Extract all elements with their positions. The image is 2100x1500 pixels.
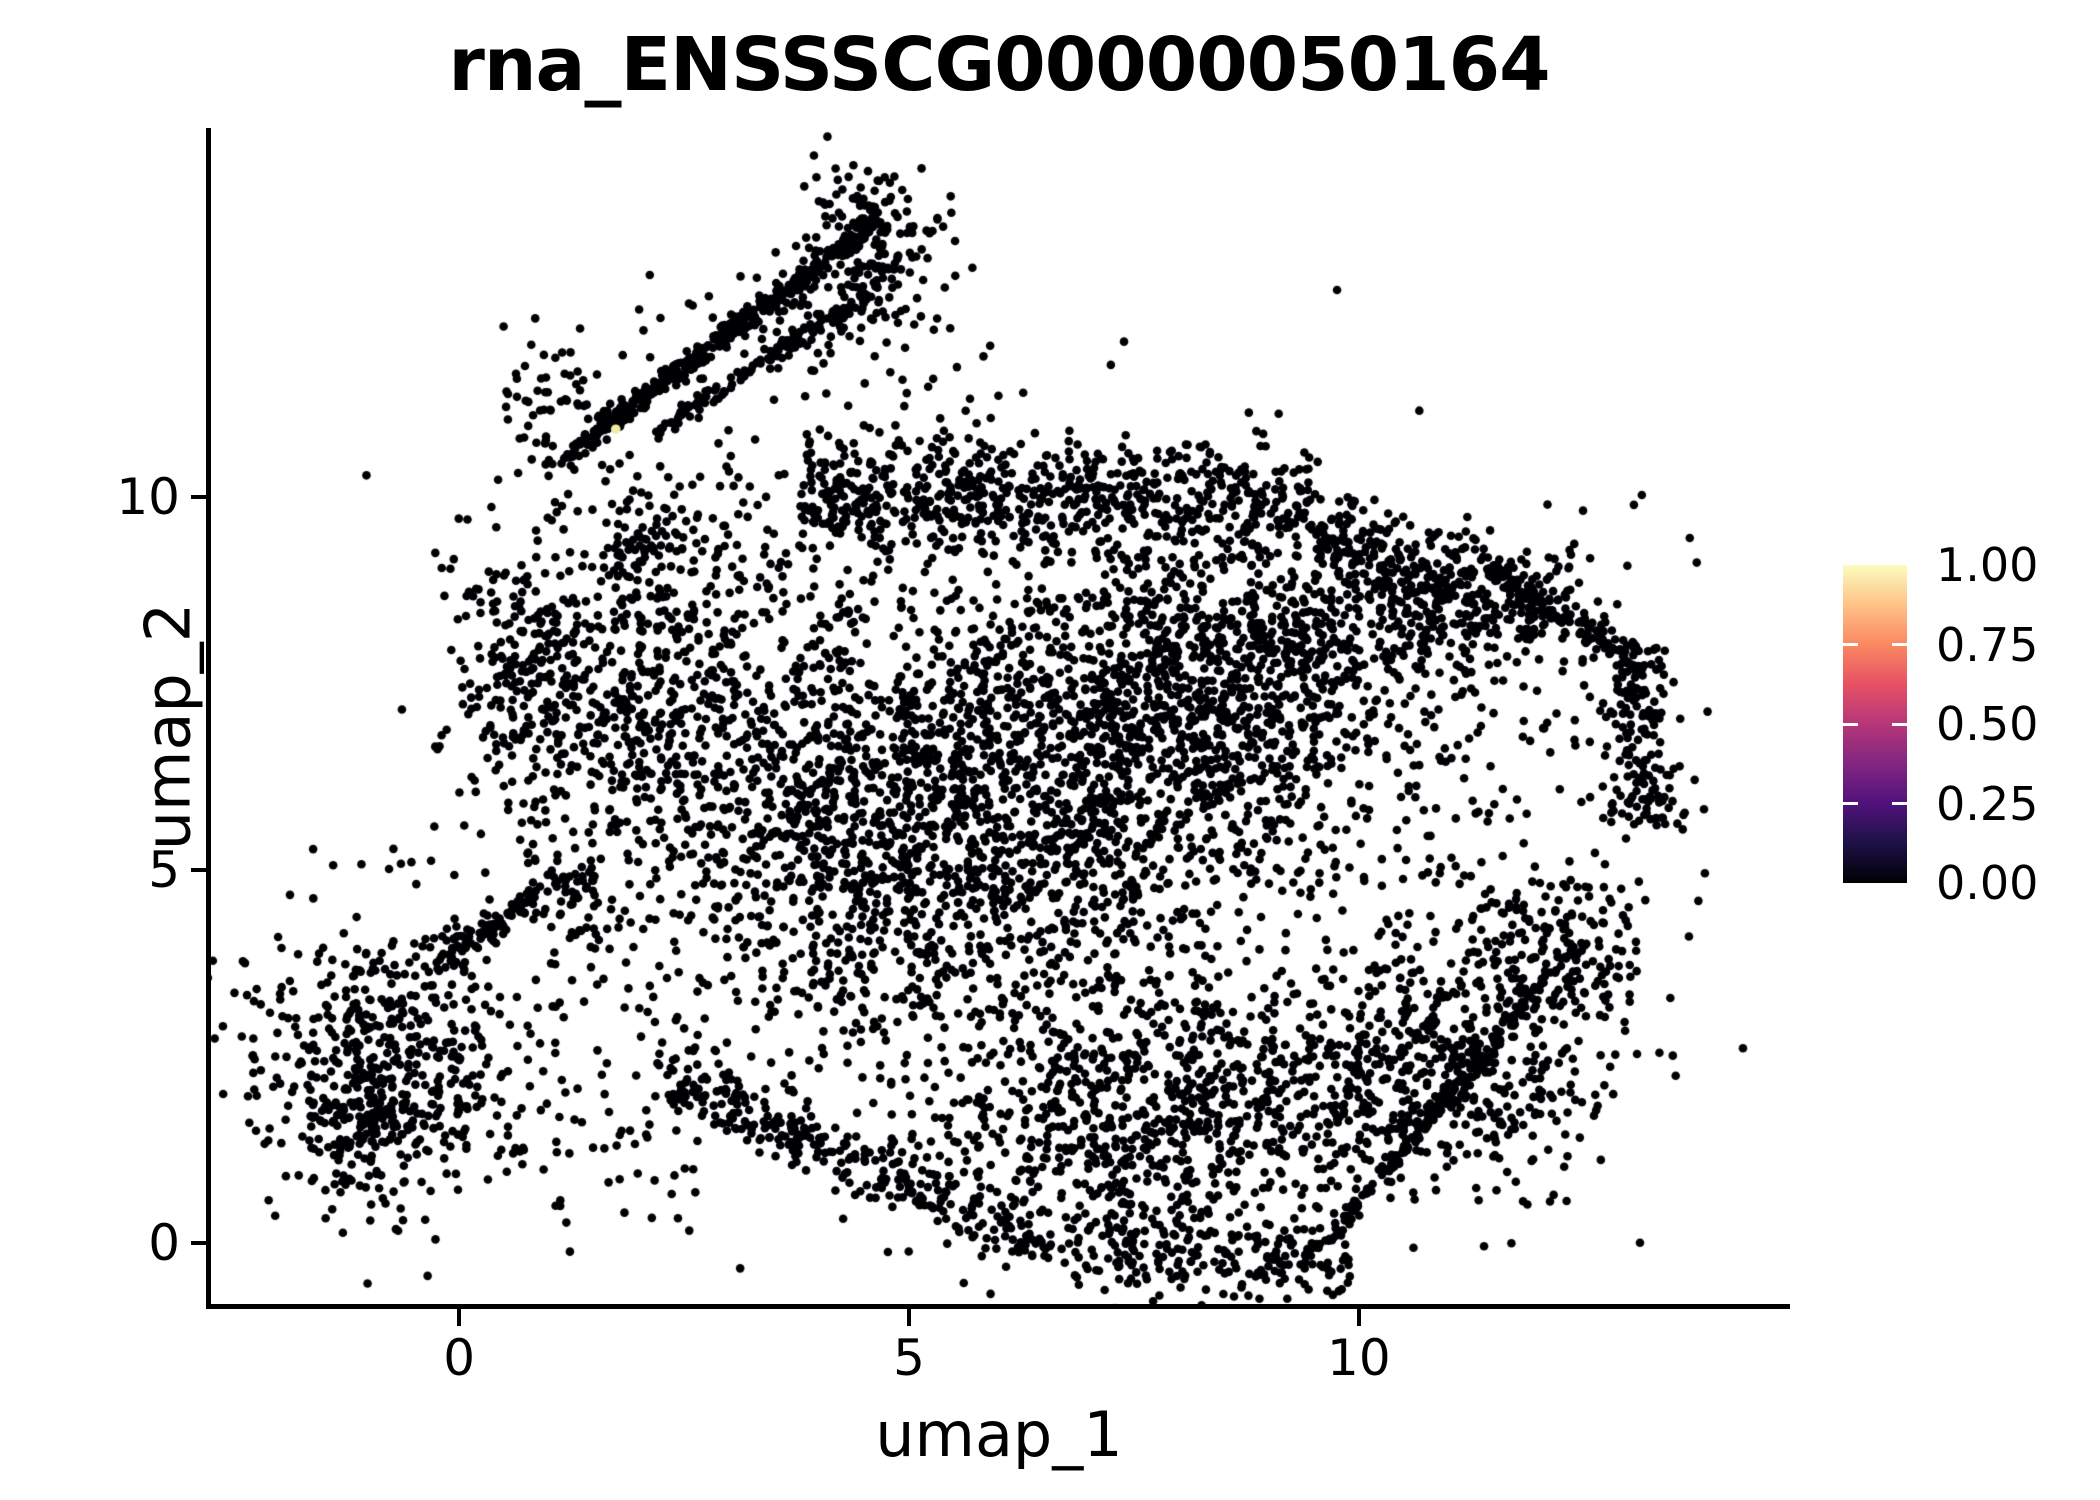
x-axis-tick-5 — [907, 1309, 912, 1326]
x-axis-title: umap_1 — [875, 1398, 1123, 1471]
colorbar-label-100: 1.00 — [1936, 538, 2039, 592]
colorbar-tick-right-075 — [1892, 643, 1907, 646]
x-axis-line — [206, 1304, 1790, 1309]
y-axis-tick-10 — [191, 495, 208, 500]
colorbar-gradient — [1843, 565, 1907, 883]
y-axis-tick-0 — [191, 1241, 208, 1246]
colorbar-tick-left-050 — [1843, 722, 1858, 726]
y-tick-label-5: 5 — [148, 841, 180, 900]
colorbar-label-000: 0.00 — [1936, 856, 2039, 910]
y-tick-label-0: 0 — [148, 1214, 180, 1273]
colorbar-label-050: 0.50 — [1936, 697, 2039, 751]
x-tick-label-0: 0 — [443, 1329, 476, 1387]
colorbar-tick-left-075 — [1843, 643, 1858, 646]
colorbar-tick-right-050 — [1892, 722, 1907, 726]
y-axis-tick-5 — [191, 868, 208, 873]
colorbar-tick-right-025 — [1892, 802, 1907, 805]
y-tick-label-10: 10 — [116, 468, 180, 527]
x-tick-label-5: 5 — [893, 1329, 925, 1387]
colorbar-tick-left-025 — [1843, 802, 1858, 805]
y-axis-title: umap_2 — [131, 602, 205, 851]
x-tick-label-10: 10 — [1327, 1329, 1391, 1387]
y-axis-line — [206, 128, 211, 1309]
x-axis-tick-10 — [1356, 1309, 1361, 1326]
colorbar-label-025: 0.25 — [1936, 776, 2039, 831]
x-axis-tick-0 — [457, 1309, 462, 1326]
colorbar-label-075: 0.75 — [1936, 617, 2039, 672]
